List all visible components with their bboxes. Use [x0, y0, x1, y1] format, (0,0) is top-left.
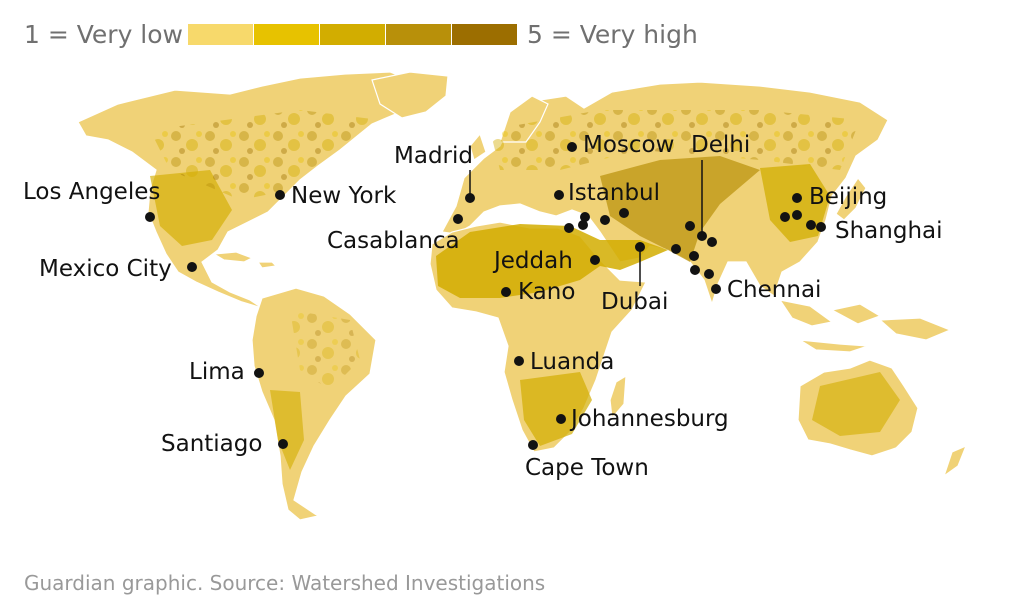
city-label-cape-town: Cape Town [525, 455, 649, 481]
city-dot-dubai [635, 242, 645, 252]
city-dot-new-york [275, 190, 285, 200]
city-dot-madrid [465, 193, 475, 203]
city-label-istanbul: Istanbul [568, 180, 661, 206]
city-label-luanda: Luanda [530, 349, 615, 375]
legend-swatch-level-5 [452, 24, 517, 45]
city-dot-santiago [278, 439, 288, 449]
city-dot-chennai [711, 284, 721, 294]
city-label-johannesburg: Johannesburg [571, 406, 729, 432]
risk-zone-north-africa-middle-east [436, 224, 668, 298]
city-dot-middle-east-5 [619, 208, 629, 218]
legend-low-label: 1 = Very low [24, 20, 183, 49]
city-dot-beijing [792, 193, 802, 203]
world-map-svg [77, 72, 968, 521]
city-label-kano: Kano [518, 279, 576, 305]
label-leader-lines [469, 160, 703, 286]
city-label-madrid: Madrid [394, 143, 473, 169]
city-dot-kano [501, 287, 511, 297]
city-dot-middle-east-2 [578, 220, 588, 230]
city-dot-los-angeles [145, 212, 155, 222]
city-label-beijing: Beijing [809, 184, 888, 210]
city-dot-lima [254, 368, 264, 378]
city-label-jeddah: Jeddah [494, 248, 573, 274]
city-label-lima: Lima [189, 359, 245, 385]
city-dot-jeddah [590, 255, 600, 265]
city-label-los-angeles: Los Angeles [23, 179, 161, 205]
landmass-southeast-asia-islands [778, 299, 952, 353]
city-label-dubai: Dubai [601, 289, 669, 315]
source-credit: Guardian graphic. Source: Watershed Inve… [24, 571, 546, 595]
risk-zone-central-australia [812, 372, 900, 436]
risk-texture-south-america [290, 310, 360, 390]
city-dot-istanbul [554, 190, 564, 200]
city-dot-east-asia-2 [792, 210, 802, 220]
risk-shading-layer [150, 110, 900, 470]
legend-swatch-level-4 [386, 24, 451, 45]
legend-color-scale [188, 24, 518, 45]
city-label-chennai: Chennai [727, 277, 822, 303]
city-dot-east-asia-1 [780, 212, 790, 222]
city-dot-middle-east-3 [580, 212, 590, 222]
risk-zone-south-asia [600, 156, 760, 262]
legend: 1 = Very low 5 = Very high [0, 0, 1024, 72]
risk-zone-western-north-america [150, 170, 232, 246]
city-label-mexico-city: Mexico City [39, 256, 172, 282]
city-label-moscow: Moscow [583, 132, 675, 158]
city-label-santiago: Santiago [161, 431, 263, 457]
city-dot-johannesburg [556, 414, 566, 424]
landmass-caribbean [212, 251, 278, 269]
risk-texture-eurasia [490, 110, 860, 170]
risk-zone-western-south-america [270, 390, 304, 470]
landmass-new-zealand [942, 444, 968, 478]
legend-swatch-level-3 [320, 24, 385, 45]
world-map: Moscow Delhi Madrid Los Angeles New York… [0, 72, 1024, 560]
landmass-japan [835, 176, 867, 221]
city-dot-south-asia-2 [685, 221, 695, 231]
legend-high-label: 5 = Very high [527, 20, 698, 49]
city-dot-east-asia-3 [806, 220, 816, 230]
city-dot-mexico-city [187, 262, 197, 272]
city-label-shanghai: Shanghai [835, 218, 943, 244]
city-dot-south-asia-3 [707, 237, 717, 247]
risk-zone-southern-africa [520, 372, 592, 446]
city-dot-south-asia-5 [690, 265, 700, 275]
city-dot-middle-east-1 [564, 223, 574, 233]
city-label-new-york: New York [291, 183, 397, 209]
city-dot-south-asia-1 [671, 244, 681, 254]
landmass-madagascar [609, 374, 627, 420]
city-dot-south-asia-6 [704, 269, 714, 279]
city-dot-moscow [567, 142, 577, 152]
city-dot-shanghai [816, 222, 826, 232]
city-dot-casablanca [453, 214, 463, 224]
city-dot-delhi [697, 231, 707, 241]
city-dot-luanda [514, 356, 524, 366]
legend-swatch-level-2 [254, 24, 319, 45]
city-dot-middle-east-4 [600, 215, 610, 225]
city-label-delhi: Delhi [691, 132, 751, 158]
city-label-casablanca: Casablanca [327, 228, 460, 254]
risk-texture-north-america [150, 110, 380, 200]
city-dot-cape-town [528, 440, 538, 450]
city-dot-south-asia-4 [689, 251, 699, 261]
landmass-greenland [371, 72, 449, 119]
legend-swatch-level-1 [188, 24, 253, 45]
